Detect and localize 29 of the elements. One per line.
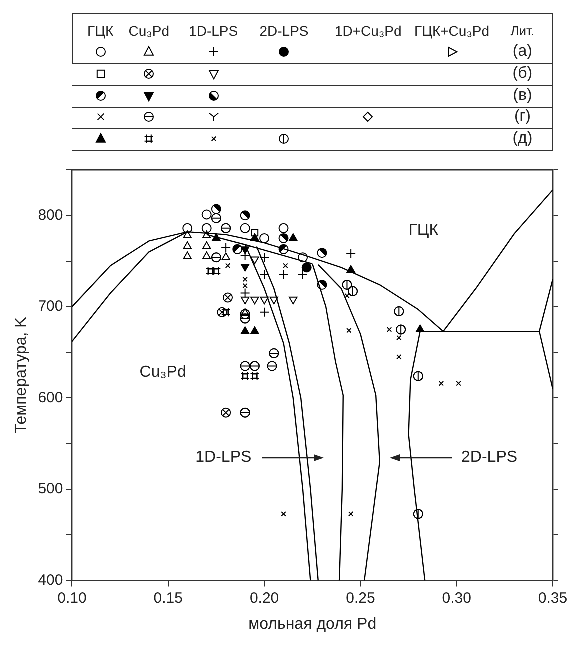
text: (а) <box>512 43 532 61</box>
text: 2D-LPS <box>260 23 309 39</box>
annotation: 2D-LPS <box>462 449 518 468</box>
y-tick-label: 700 <box>38 298 64 316</box>
y-tick-label: 400 <box>38 572 64 589</box>
x-tick-label: 0.30 <box>442 590 472 607</box>
text: (б) <box>512 65 533 83</box>
text: Лит. <box>510 24 535 38</box>
x-tick-label: 0.15 <box>154 590 183 607</box>
y-tick-label: 600 <box>38 389 64 406</box>
y-tick-label: 500 <box>38 480 64 498</box>
x-axis-title: мольная доля Pd <box>248 616 377 633</box>
x-tick-label: 0.10 <box>58 590 87 607</box>
x-tick-label: 0.35 <box>538 590 568 607</box>
x-tick-label: 0.20 <box>250 590 280 607</box>
y-tick-label: 800 <box>38 206 64 224</box>
x-tick-label: 0.25 <box>346 590 376 607</box>
annotation: Cu₃Pd <box>140 364 186 382</box>
text: Cu₃Pd <box>128 23 170 39</box>
text: (в) <box>513 87 532 105</box>
text: 1D-LPS <box>189 23 238 39</box>
text: (д) <box>512 130 533 148</box>
text: 1D+Cu₃Pd <box>334 23 402 39</box>
text: ГЦК <box>88 23 114 39</box>
text: ГЦК+Cu₃Pd <box>414 23 490 39</box>
annotation: 1D-LPS <box>196 449 252 468</box>
annotation: ГЦК <box>408 222 439 240</box>
y-axis-title: Температура, K <box>13 316 30 434</box>
text: (г) <box>514 108 531 126</box>
